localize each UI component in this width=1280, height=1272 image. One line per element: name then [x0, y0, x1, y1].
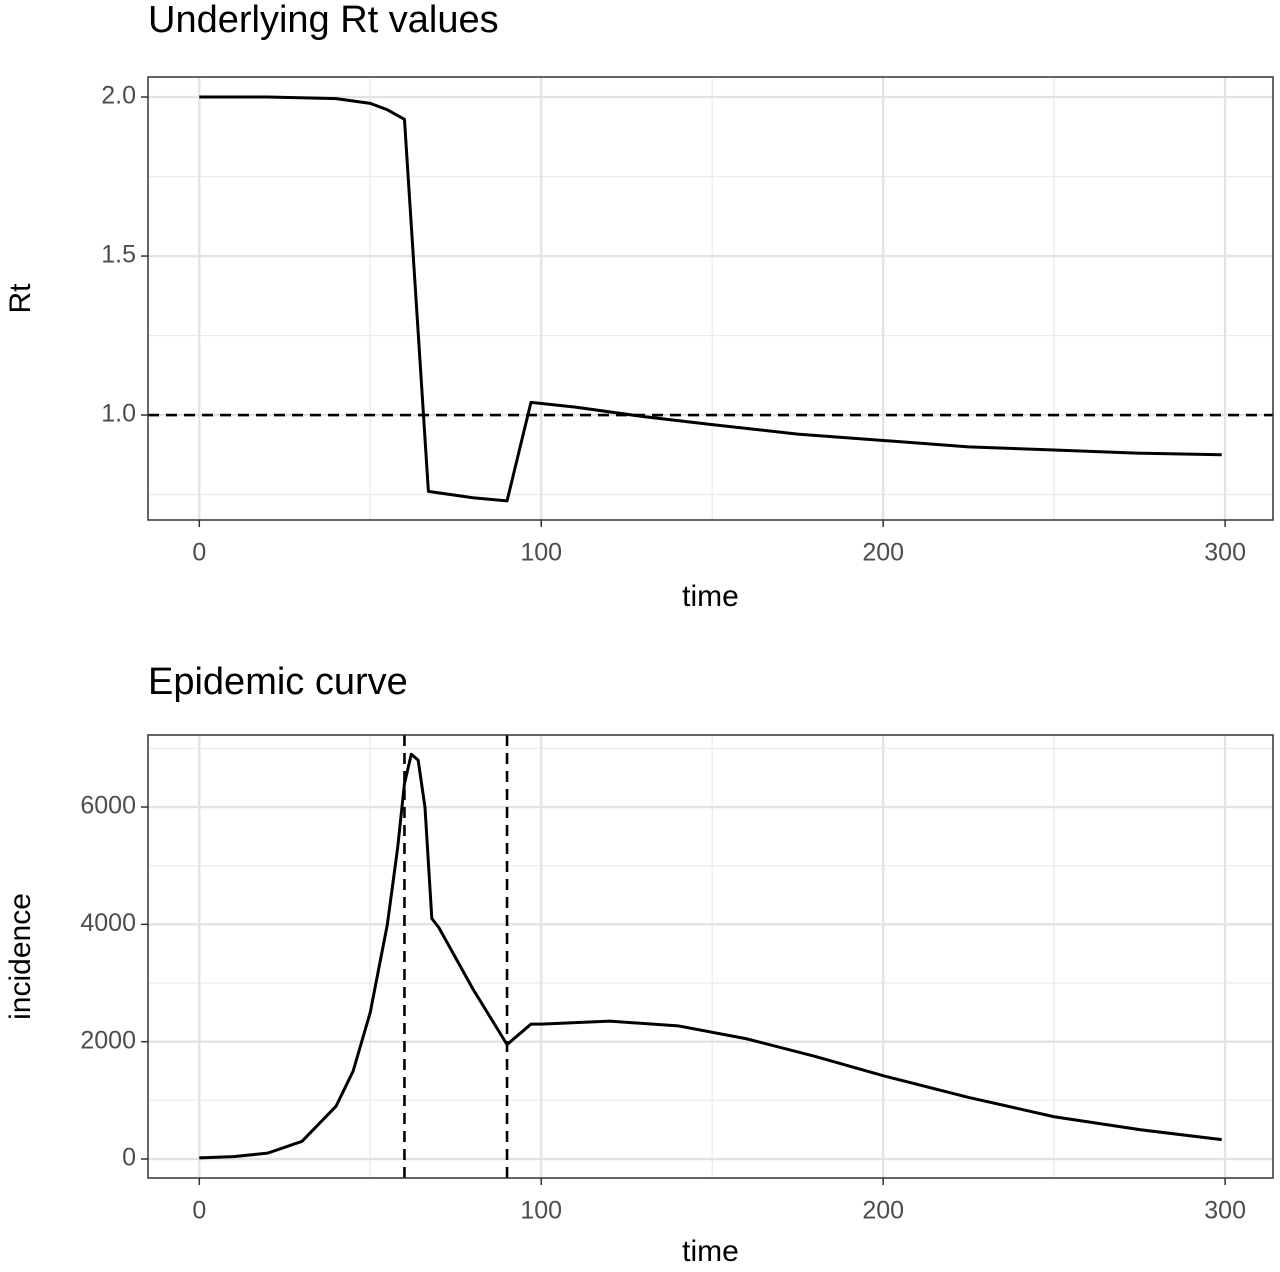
- x-axis-title: time: [682, 1235, 739, 1268]
- chart-title: Epidemic curve: [148, 661, 408, 703]
- x-tick-label: 200: [862, 1197, 904, 1225]
- y-axis-title: Rt: [4, 283, 37, 314]
- y-tick-label: 2000: [80, 1026, 136, 1054]
- y-tick-label: 6000: [80, 792, 136, 820]
- y-tick-label: 1.0: [101, 400, 136, 428]
- plot-border: [147, 734, 1274, 1179]
- chart-title: Underlying Rt values: [148, 0, 499, 41]
- x-axis-title: time: [682, 580, 739, 613]
- plot-border: [147, 76, 1274, 521]
- x-tick-label: 0: [192, 1197, 206, 1225]
- x-tick-label: 100: [520, 539, 562, 567]
- x-tick-label: 300: [1204, 1197, 1246, 1225]
- x-tick-label: 300: [1204, 539, 1246, 567]
- x-tick-label: 0: [192, 539, 206, 567]
- y-tick-label: 0: [122, 1144, 136, 1172]
- line: [199, 752, 1222, 1160]
- y-tick-label: 4000: [80, 909, 136, 937]
- y-tick-label: 2.0: [101, 82, 136, 110]
- x-tick-label: 100: [520, 1197, 562, 1225]
- line: [199, 95, 1222, 503]
- y-axis-title: incidence: [4, 893, 37, 1020]
- x-tick-label: 200: [862, 539, 904, 567]
- y-tick-label: 1.5: [101, 241, 136, 269]
